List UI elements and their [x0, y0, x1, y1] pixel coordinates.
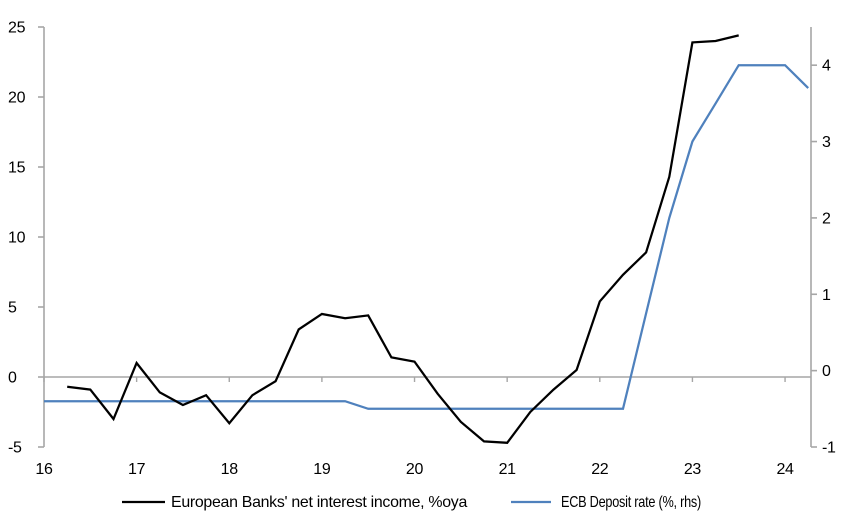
right-tick-label: 2	[822, 210, 831, 227]
right-tick-label: -1	[822, 440, 836, 457]
right-tick-label: 1	[822, 287, 831, 304]
left-tick-label: 10	[8, 230, 26, 247]
right-tick-label: 4	[822, 58, 831, 75]
right-axis-ticks: 4 3 2 1 0 -1	[811, 58, 836, 457]
left-tick-label: 0	[8, 370, 17, 387]
legend-label-ecb: ECB Deposit rate (%, rhs)	[561, 494, 701, 511]
x-tick-label: 23	[684, 461, 702, 478]
right-tick-label: 3	[822, 134, 831, 151]
right-tick-label: 0	[822, 363, 831, 380]
left-tick-label: 25	[8, 20, 26, 37]
x-tick-label: 17	[128, 461, 146, 478]
left-tick-label: -5	[8, 440, 22, 457]
left-tick-label: 20	[8, 90, 26, 107]
left-axis-ticks: 25 20 15 10 5 0 -5	[8, 20, 44, 457]
x-tick-label: 16	[35, 461, 53, 478]
x-axis-ticks: 16 17 18 19 20 21 22 23 24	[35, 377, 794, 478]
x-tick-label: 21	[499, 461, 517, 478]
x-tick-label: 22	[591, 461, 609, 478]
legend: European Banks' net interest income, %oy…	[122, 494, 701, 511]
legend-label-nii: European Banks' net interest income, %oy…	[171, 494, 467, 511]
x-tick-label: 19	[313, 461, 331, 478]
x-tick-label: 18	[221, 461, 239, 478]
x-tick-label: 20	[406, 461, 424, 478]
ecb-deposit-rate-line	[44, 64, 809, 410]
left-tick-label: 5	[8, 300, 17, 317]
net-interest-income-line	[67, 34, 739, 444]
left-tick-label: 15	[8, 160, 26, 177]
x-tick-label: 24	[776, 461, 794, 478]
